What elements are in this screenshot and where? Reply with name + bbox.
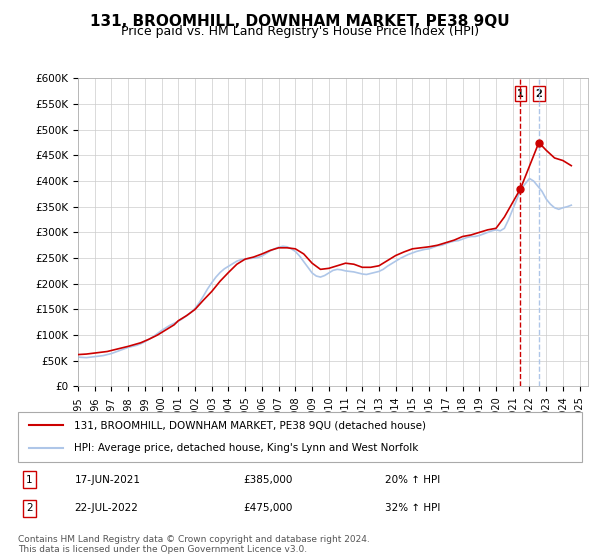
Text: 2: 2 <box>535 89 542 99</box>
FancyBboxPatch shape <box>18 412 582 462</box>
Text: Contains HM Land Registry data © Crown copyright and database right 2024.
This d: Contains HM Land Registry data © Crown c… <box>18 535 370 554</box>
Text: 1: 1 <box>26 474 32 484</box>
Text: 20% ↑ HPI: 20% ↑ HPI <box>385 474 440 484</box>
Text: 2: 2 <box>26 503 32 514</box>
Text: HPI: Average price, detached house, King's Lynn and West Norfolk: HPI: Average price, detached house, King… <box>74 444 419 454</box>
Text: 131, BROOMHILL, DOWNHAM MARKET, PE38 9QU (detached house): 131, BROOMHILL, DOWNHAM MARKET, PE38 9QU… <box>74 420 427 430</box>
Text: 1: 1 <box>517 89 524 99</box>
Text: 131, BROOMHILL, DOWNHAM MARKET, PE38 9QU: 131, BROOMHILL, DOWNHAM MARKET, PE38 9QU <box>90 14 510 29</box>
Text: 22-JUL-2022: 22-JUL-2022 <box>74 503 138 514</box>
Text: 32% ↑ HPI: 32% ↑ HPI <box>385 503 440 514</box>
Text: Price paid vs. HM Land Registry's House Price Index (HPI): Price paid vs. HM Land Registry's House … <box>121 25 479 38</box>
Text: £385,000: £385,000 <box>244 474 293 484</box>
Text: 17-JUN-2021: 17-JUN-2021 <box>74 474 140 484</box>
Text: £475,000: £475,000 <box>244 503 293 514</box>
